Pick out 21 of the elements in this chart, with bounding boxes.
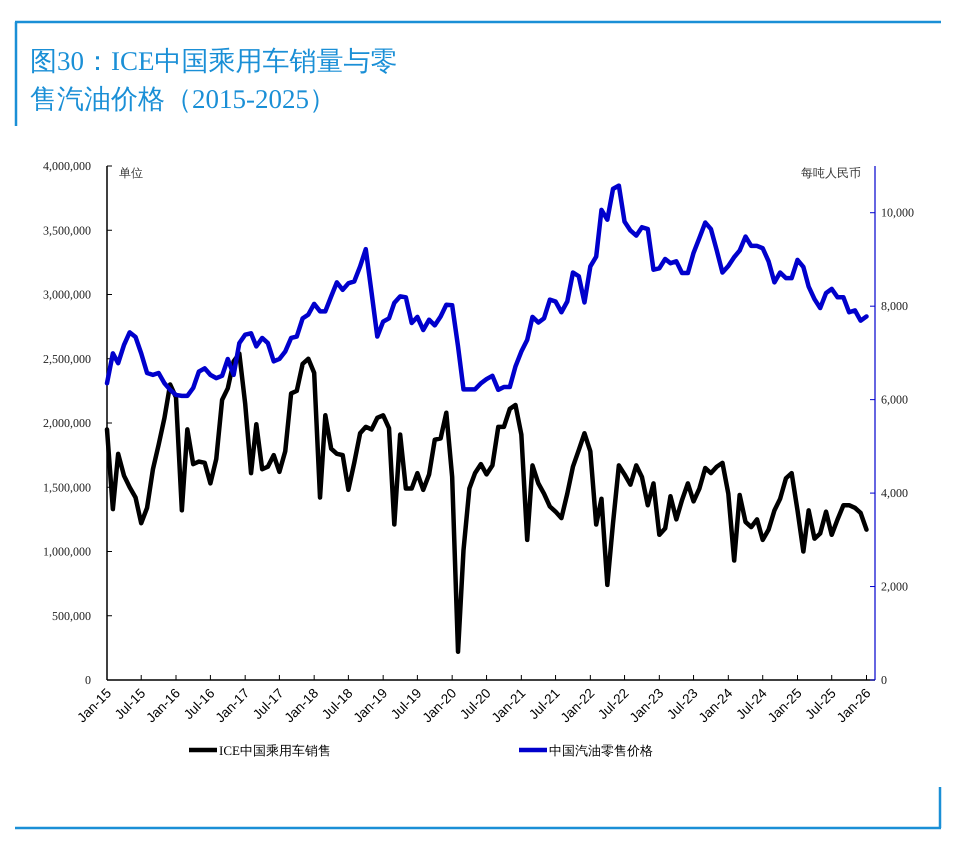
y2-tick-label: 8,000 <box>881 299 908 314</box>
y-tick-label: 1,000,000 <box>43 544 91 558</box>
legend-label: ICE中国乘用车销售 <box>219 743 331 758</box>
y-tick-label: 500,000 <box>52 608 91 623</box>
y-axis-title: 单位 <box>119 166 143 180</box>
chart-title: 图30：ICE中国乘用车销量与零售汽油价格（2015-2025） <box>30 45 398 116</box>
y-tick-label: 3,000,000 <box>43 288 91 302</box>
legend-label: 中国汽油零售价格 <box>549 743 653 758</box>
y-tick-label: 4,000,000 <box>43 159 91 173</box>
y2-axis-title: 每吨人民币 <box>801 166 861 180</box>
y2-tick-label: 6,000 <box>881 392 908 407</box>
y-tick-label: 2,500,000 <box>43 352 91 366</box>
y-tick-label: 2,000,000 <box>43 416 91 430</box>
y-tick-label: 0 <box>85 673 91 687</box>
line-series <box>104 183 869 398</box>
y2-tick-label: 4,000 <box>881 486 908 500</box>
y2-tick-label: 2,000 <box>881 580 908 594</box>
y-tick-label: 1,500,000 <box>43 480 91 494</box>
y-tick-label: 3,500,000 <box>43 223 91 238</box>
y2-tick-label: 0 <box>881 673 887 687</box>
y2-tick-label: 10,000 <box>881 206 914 220</box>
